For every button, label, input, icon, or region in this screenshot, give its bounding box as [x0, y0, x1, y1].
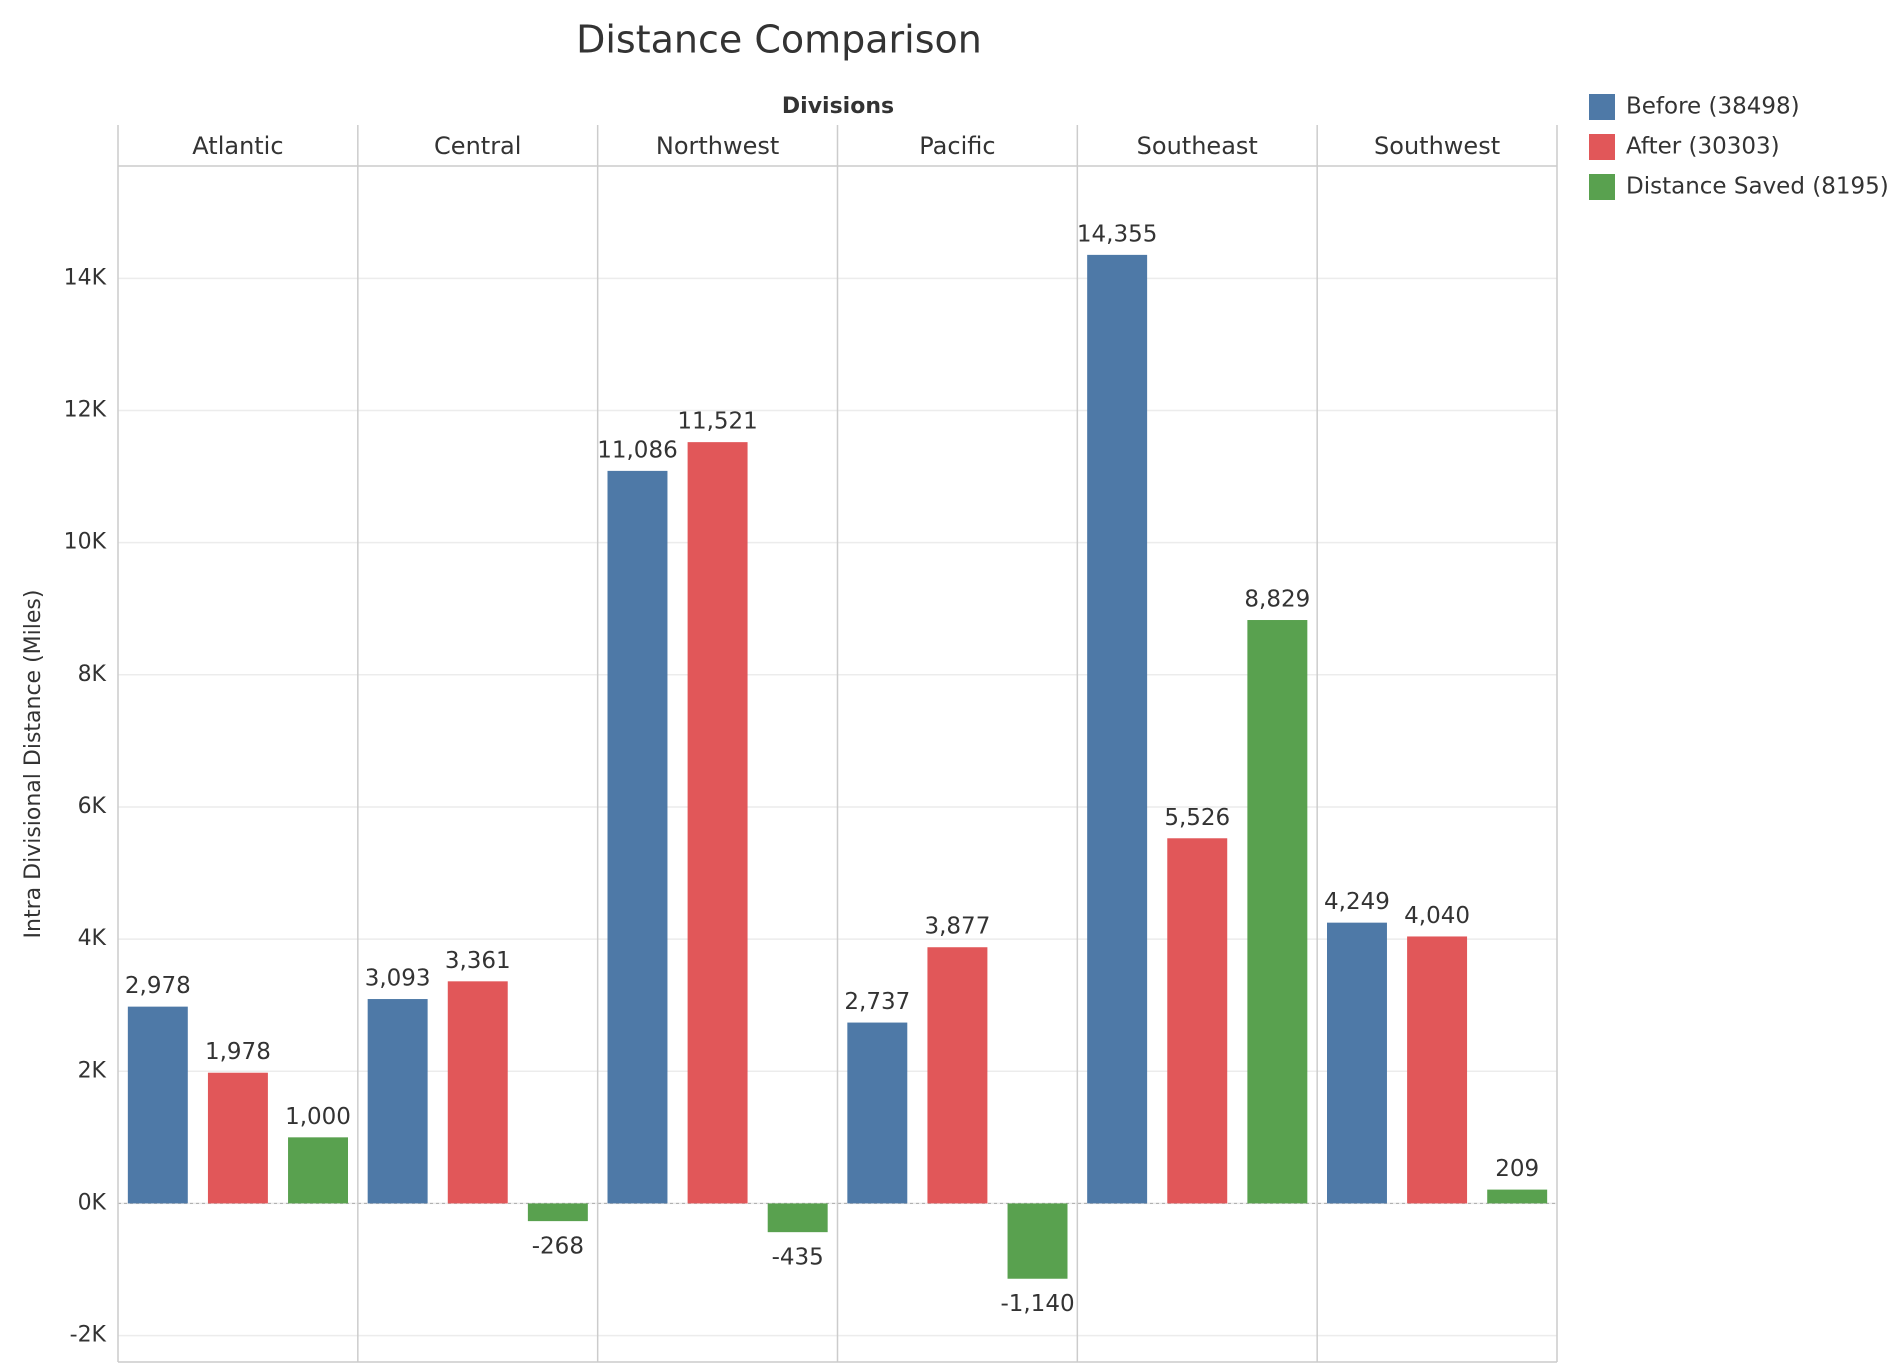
value-label: 209 [1495, 1156, 1539, 1182]
bar [607, 470, 668, 1204]
value-label: 1,000 [285, 1104, 351, 1130]
value-label: 1,978 [205, 1039, 271, 1065]
value-label: -1,140 [1000, 1291, 1074, 1317]
y-tick-label: 4K [78, 926, 107, 951]
y-tick-label: 8K [78, 662, 107, 687]
value-label: 4,249 [1324, 889, 1390, 915]
bar [1007, 1203, 1068, 1279]
division-label: Northwest [656, 132, 779, 160]
y-tick-label: 6K [78, 794, 107, 819]
y-tick-label: 14K [64, 265, 107, 290]
value-label: -435 [772, 1245, 824, 1271]
y-tick-label: -2K [70, 1323, 107, 1348]
y-axis-label: Intra Divisional Distance (Miles) [21, 590, 46, 939]
value-label: 4,040 [1404, 903, 1470, 929]
division-label: Atlantic [192, 132, 283, 160]
y-tick-label: 0K [78, 1190, 107, 1215]
y-tick-label: 2K [78, 1058, 107, 1083]
bar [288, 1137, 349, 1204]
bar [927, 947, 988, 1204]
value-label: -268 [532, 1234, 584, 1260]
bar [687, 442, 748, 1204]
bar [1407, 936, 1468, 1204]
division-label: Southeast [1137, 132, 1258, 160]
chart-title: Distance Comparison [576, 18, 982, 62]
bar [127, 1006, 188, 1204]
bar [1087, 254, 1148, 1204]
division-label: Central [434, 132, 521, 160]
legend-label: Distance Saved (8195) [1626, 174, 1888, 200]
bar [1167, 838, 1228, 1204]
bar [527, 1203, 588, 1222]
bar [1487, 1189, 1548, 1204]
bar [207, 1072, 268, 1204]
legend-swatch [1589, 174, 1615, 200]
division-label: Pacific [919, 132, 995, 160]
y-tick-label: 12K [64, 397, 107, 422]
value-label: 3,877 [924, 914, 990, 940]
bar [1326, 922, 1387, 1204]
legend-swatch [1589, 134, 1615, 160]
value-label: 3,093 [365, 966, 431, 992]
y-tick-label: 10K [64, 530, 107, 555]
legend-label: After (30303) [1626, 134, 1780, 160]
bar [367, 999, 428, 1204]
value-label: 3,361 [445, 948, 511, 974]
value-label: 5,526 [1164, 805, 1230, 831]
header: Divisions [782, 94, 894, 119]
division-label: Southwest [1374, 132, 1500, 160]
bar [1247, 620, 1308, 1204]
bar [847, 1022, 908, 1204]
bar [767, 1203, 828, 1233]
legend-swatch [1589, 94, 1615, 120]
value-label: 11,086 [597, 437, 677, 463]
value-label: 2,978 [125, 973, 191, 999]
value-label: 8,829 [1244, 587, 1310, 613]
value-label: 11,521 [677, 409, 757, 435]
bar [447, 981, 508, 1204]
value-label: 2,737 [844, 989, 910, 1015]
legend-label: Before (38498) [1626, 94, 1800, 120]
value-label: 14,355 [1077, 221, 1157, 247]
